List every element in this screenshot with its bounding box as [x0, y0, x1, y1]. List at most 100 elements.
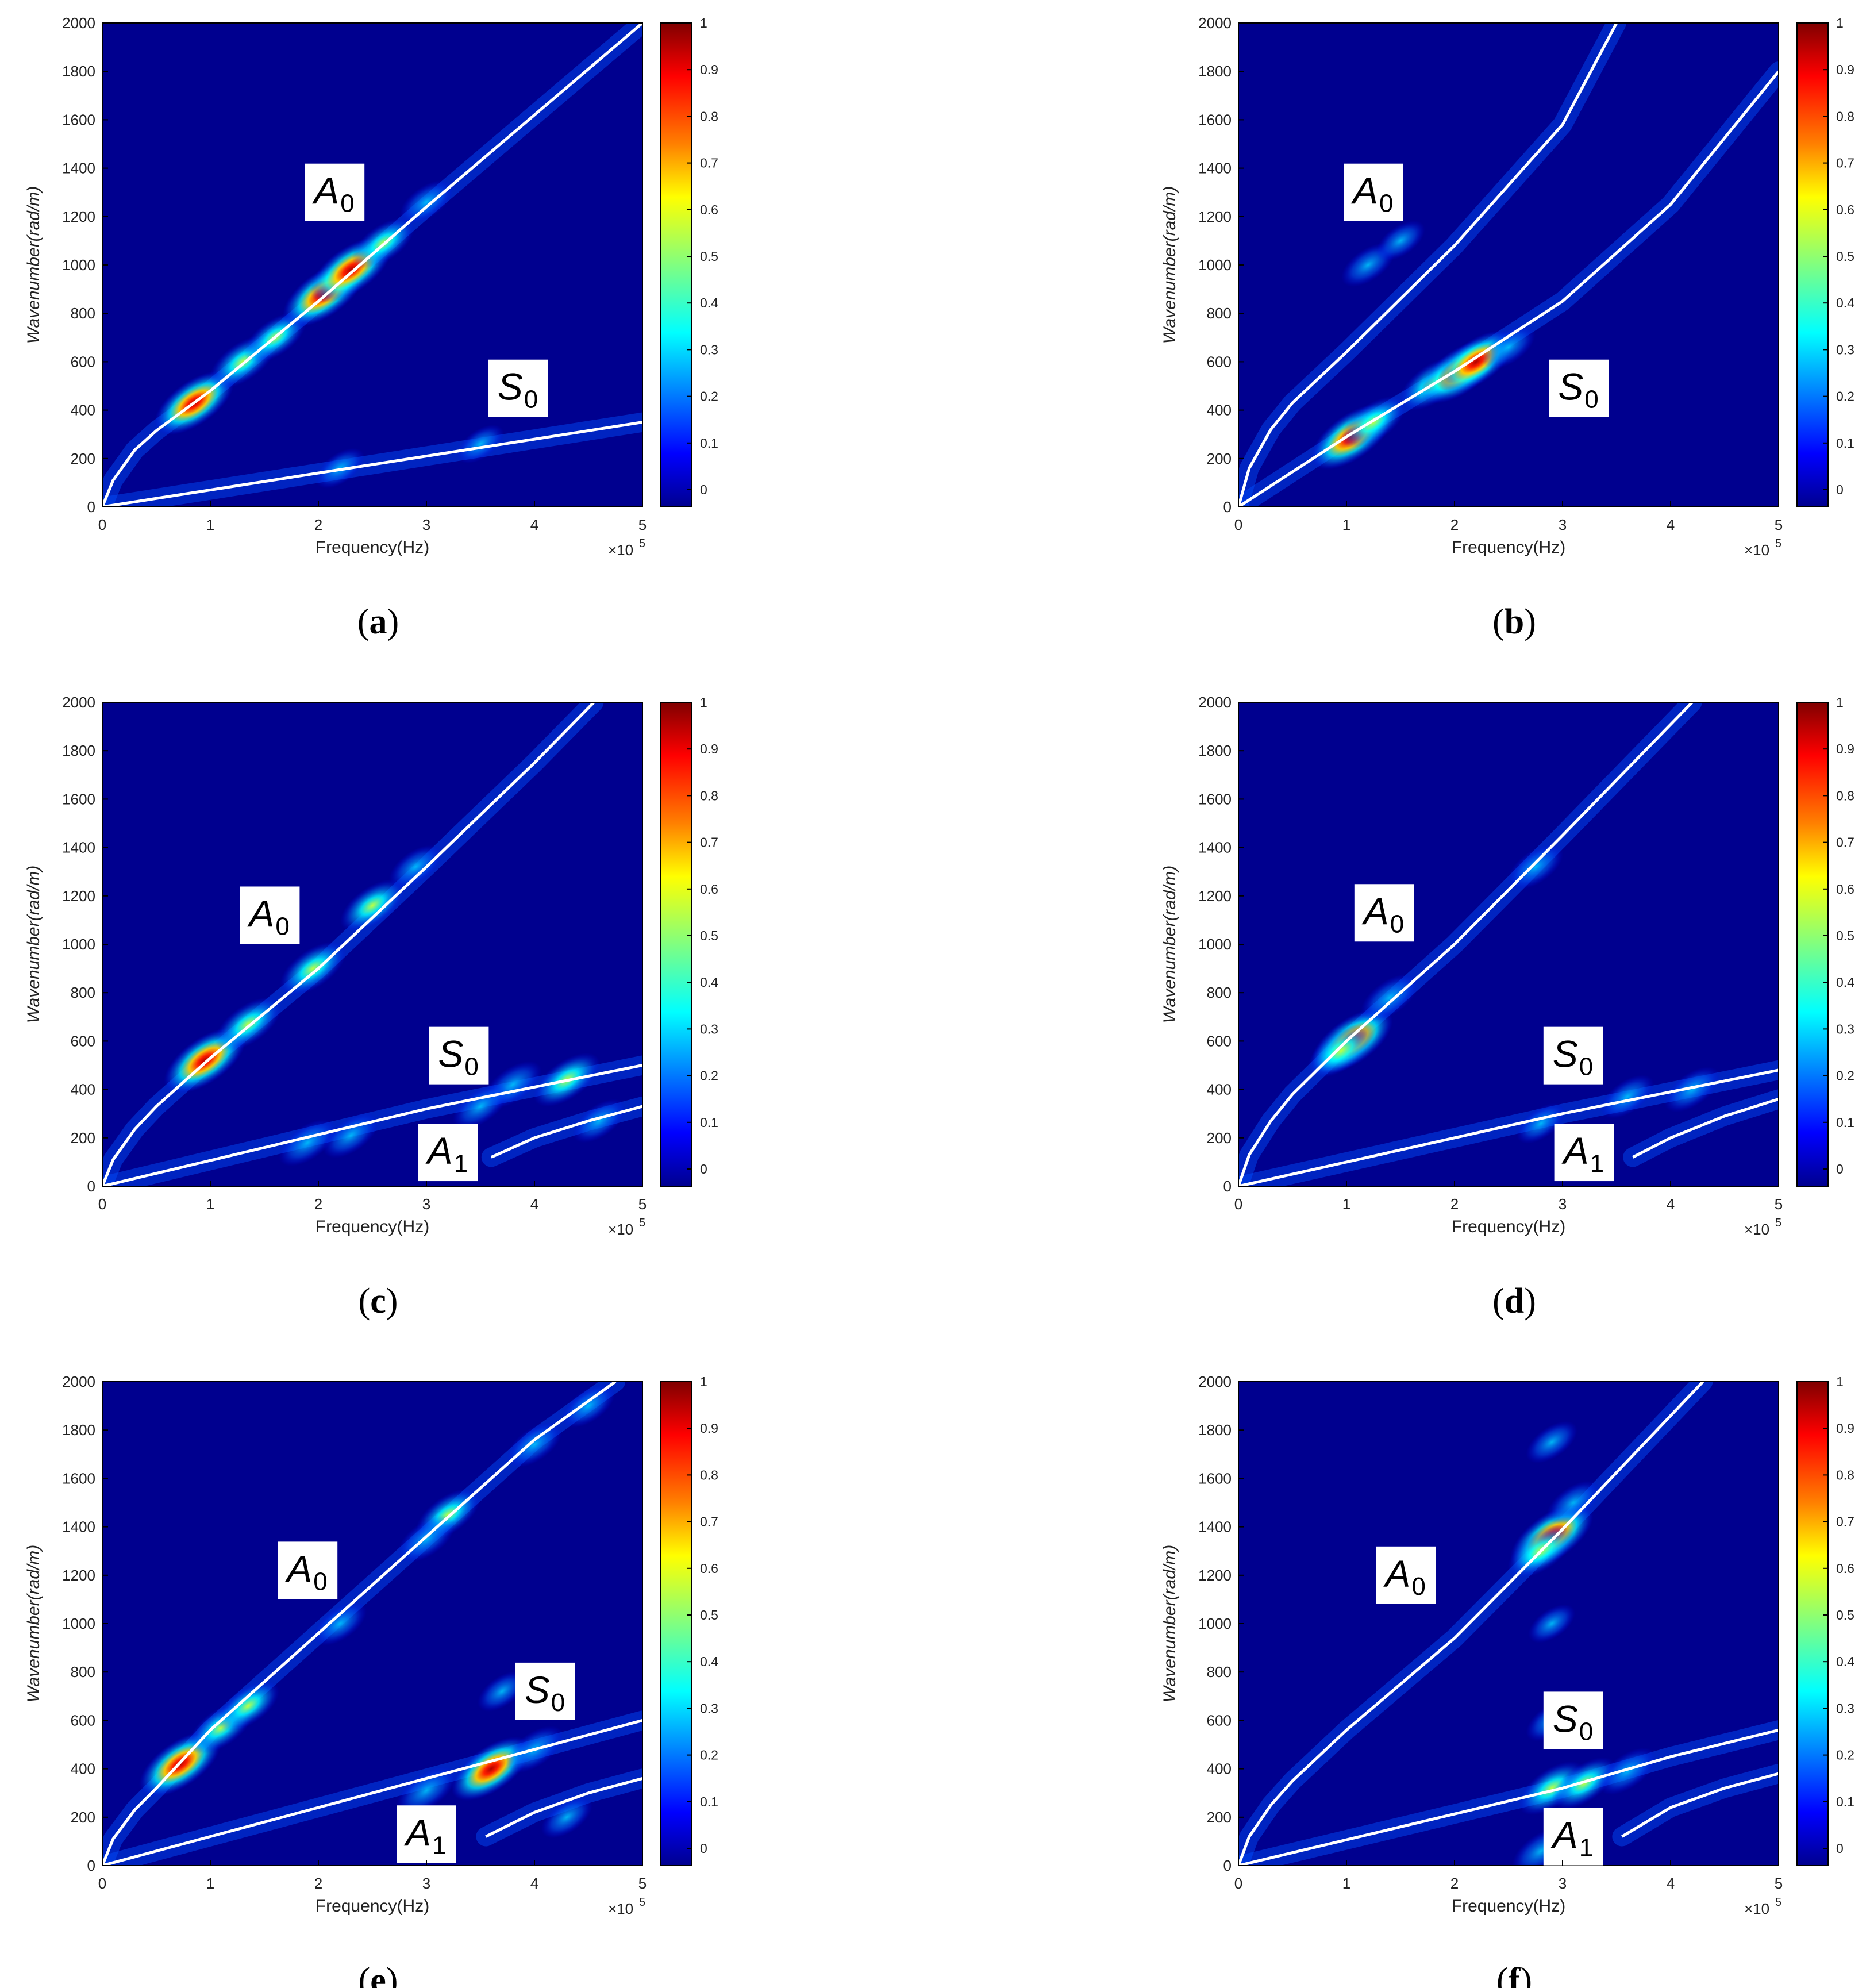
x-exponent-label: ×10 — [608, 1900, 633, 1917]
dispersion-curve-s0 — [102, 1064, 642, 1186]
panel-caption: (d) — [1492, 1282, 1536, 1321]
y-tick-label: 1200 — [62, 1567, 95, 1584]
y-tick-label: 800 — [1207, 984, 1232, 1001]
colorbar-tick-label: 0 — [700, 1841, 707, 1856]
y-tick-label: 1800 — [1198, 1421, 1232, 1439]
chart-panel-f: A 0S 0A 10 1 2 3 4 50200400600800100012001400160… — [1160, 1373, 1854, 1988]
x-exponent-power: 5 — [1775, 1217, 1781, 1229]
dispersion-curve-a0 — [102, 23, 642, 507]
y-tick-label: 1000 — [1198, 256, 1232, 274]
colorbar-tick-label: 0.2 — [700, 1068, 718, 1083]
energy-hotspot-9 — [396, 1766, 457, 1815]
colorbar-tick-label: 0.1 — [700, 436, 718, 451]
x-tick-label: 3 — [422, 1875, 430, 1892]
mode-label-box — [1549, 359, 1609, 417]
x-tick-label: 4 — [1667, 1875, 1675, 1892]
colorbar-tick-label: 0 — [1836, 1162, 1844, 1176]
mode-label-subscript: 1 — [454, 1149, 468, 1178]
plot-area — [102, 1382, 642, 1866]
colorbar-tick-label: 0.9 — [700, 1421, 718, 1436]
x-tick-label: 4 — [530, 516, 538, 533]
y-tick-label: 200 — [71, 450, 95, 467]
mode-label-letter: A — [311, 170, 339, 212]
colorbar-tick-label: 1 — [700, 695, 707, 710]
x-tick-label: 5 — [1775, 516, 1783, 533]
panel-caption-letter: a — [370, 602, 387, 641]
y-tick-label: 1400 — [62, 839, 95, 856]
x-tick-label: 0 — [98, 1875, 106, 1892]
colorbar-tick-label: 0.9 — [700, 62, 718, 77]
y-tick-label: 600 — [71, 353, 95, 370]
y-tick-label: 1000 — [62, 1615, 95, 1632]
y-tick-label: 0 — [87, 498, 95, 516]
panel-caption-letter: e — [370, 1961, 386, 1988]
mode-label-box — [1543, 1808, 1603, 1866]
colorbar-tick-label: 0.1 — [700, 1115, 718, 1130]
mode-label-letter: S — [1558, 366, 1583, 408]
dispersion-curve-s0 — [102, 1718, 642, 1866]
colorbar — [660, 1381, 692, 1866]
energy-hotspot-9 — [572, 1099, 626, 1143]
colorbar-tick-label: 0.5 — [700, 249, 718, 264]
y-tick-label: 800 — [1207, 1663, 1232, 1681]
x-tick-label: 0 — [1234, 1195, 1242, 1213]
mode-label-letter: S — [438, 1033, 463, 1075]
y-tick-label: 400 — [1207, 402, 1232, 419]
mode-label-subscript: 0 — [551, 1689, 565, 1717]
x-tick-label: 5 — [638, 1875, 647, 1892]
mode-label-letter: A — [284, 1547, 312, 1590]
energy-hotspot-5 — [1482, 325, 1536, 370]
heatmap-layer — [102, 1382, 642, 1866]
y-tick-label: 1400 — [1198, 160, 1232, 177]
mode-label-subscript: 0 — [340, 190, 354, 218]
colorbar — [1796, 22, 1829, 507]
energy-hotspot-1 — [214, 997, 282, 1051]
mode-label-box — [240, 886, 300, 944]
y-tick-label: 200 — [1207, 1129, 1232, 1147]
energy-hotspot-6 — [1516, 1103, 1566, 1144]
dispersion-curve-s0 — [102, 421, 642, 507]
mode-label-subscript: 0 — [275, 912, 289, 940]
dispersion-curve-a1 — [485, 1777, 642, 1838]
x-tick-label: 3 — [422, 516, 430, 533]
mode-label-box — [305, 163, 365, 221]
colorbar-tick-label: 0.4 — [1836, 295, 1854, 310]
x-tick-label: 5 — [1775, 1195, 1783, 1213]
colorbar-tick-label: 0.4 — [1836, 1654, 1854, 1669]
x-tick-label: 5 — [638, 516, 647, 533]
panel-caption-text: (b) — [1492, 602, 1536, 641]
mode-label-letter: S — [525, 1668, 550, 1711]
dispersion-curve-a0 — [1238, 702, 1694, 1186]
x-exponent-power: 5 — [1775, 1896, 1781, 1909]
mode-label-subscript: 1 — [1579, 1833, 1593, 1862]
colorbar-tick-label: 0.2 — [1836, 389, 1854, 404]
energy-hotspot-3 — [340, 879, 405, 932]
y-tick-label: 800 — [71, 984, 95, 1001]
y-axis-label: Wavenumber(rad/m) — [1160, 866, 1179, 1024]
x-axis-label: Frequency(Hz) — [1452, 1217, 1565, 1236]
colorbar-tick-label: 0.3 — [1836, 1021, 1854, 1036]
y-tick-label: 400 — [1207, 1081, 1232, 1098]
colorbar-tick-label: 1 — [700, 16, 707, 30]
x-tick-label: 0 — [98, 1195, 106, 1213]
colorbar-tick-label: 0 — [1836, 482, 1844, 497]
dispersion-curve-a1 — [490, 1105, 642, 1159]
colorbar-tick-label: 0.8 — [1836, 1467, 1854, 1482]
y-tick-label: 600 — [1207, 353, 1232, 370]
mode-label-letter: S — [498, 366, 523, 408]
mode-label-subscript: 0 — [1390, 910, 1404, 938]
colorbar-tick-label: 1 — [1836, 695, 1844, 710]
colorbar-tick-label: 0.8 — [700, 1467, 718, 1482]
panel-caption: (f) — [1496, 1961, 1532, 1988]
y-tick-label: 0 — [87, 1178, 95, 1195]
colorbar-tick-label: 0.4 — [700, 295, 718, 310]
mode-label-box — [397, 1805, 456, 1863]
colorbar-tick-label: 0.1 — [700, 1794, 718, 1809]
y-tick-label: 1800 — [62, 63, 95, 80]
